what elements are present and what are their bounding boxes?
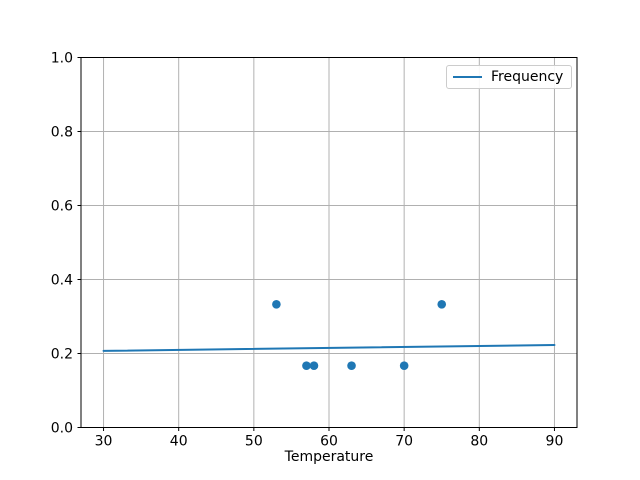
legend: Frequency [446, 65, 573, 89]
scatter-point [347, 361, 356, 371]
x-tick-label: 50 [245, 434, 263, 450]
frequency-line [102, 343, 556, 352]
y-tick-label: 1.0 [51, 51, 73, 67]
y-tick-label: 0.0 [51, 421, 73, 437]
legend-label: Frequency [491, 69, 564, 85]
scatter-point [399, 361, 409, 371]
x-tick-label: 40 [170, 434, 188, 450]
y-tick-label: 0.4 [51, 273, 73, 289]
scatter-point [437, 299, 447, 309]
x-tick-label: 70 [395, 434, 413, 450]
x-tick-label: 60 [320, 434, 338, 450]
scatter-point [309, 361, 319, 371]
x-axis-label: Temperature [284, 449, 374, 465]
scatter-point [272, 299, 281, 309]
y-tick-label: 0.8 [51, 125, 73, 141]
y-tick-label: 0.2 [51, 347, 73, 363]
y-tick-label: 0.6 [51, 199, 73, 215]
x-tick-label: 80 [470, 434, 488, 450]
x-tick-label: 90 [546, 434, 564, 450]
x-tick-label: 30 [95, 434, 113, 450]
legend-line-sample [453, 76, 482, 78]
scatter-point [302, 361, 311, 371]
